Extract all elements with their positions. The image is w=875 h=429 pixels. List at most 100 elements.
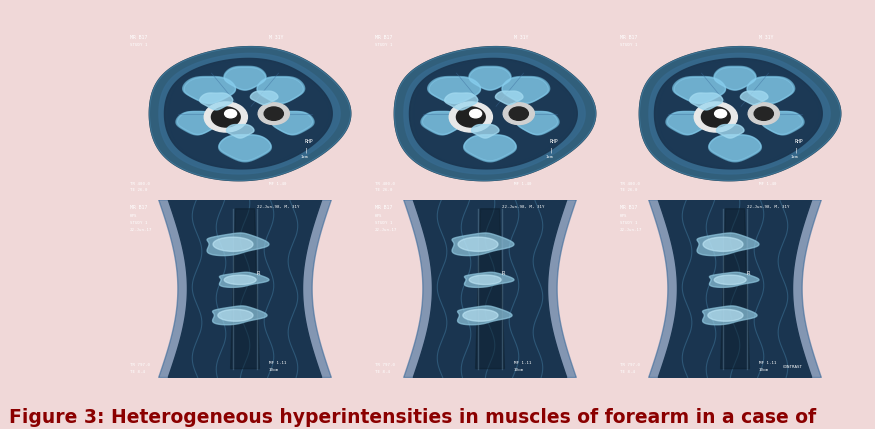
Text: HPS: HPS [620,214,627,218]
Polygon shape [169,60,330,167]
Polygon shape [395,47,596,181]
Polygon shape [423,112,464,134]
Text: MR B17: MR B17 [620,205,637,210]
Polygon shape [502,76,550,103]
Polygon shape [207,233,269,256]
Polygon shape [220,272,269,287]
Circle shape [457,107,486,127]
Polygon shape [410,58,578,169]
Text: MR B17: MR B17 [130,205,147,210]
Polygon shape [648,200,822,378]
Circle shape [715,109,726,118]
Text: TR 400.0: TR 400.0 [620,181,640,186]
Polygon shape [224,67,266,90]
Polygon shape [714,67,756,90]
Polygon shape [709,135,761,162]
Text: STUDY 1: STUDY 1 [374,43,392,48]
Text: HPS: HPS [374,214,382,218]
Text: RHP: RHP [305,139,313,144]
Polygon shape [227,124,254,138]
Circle shape [225,109,236,118]
Text: TR 400.0: TR 400.0 [130,181,150,186]
Text: RHP: RHP [550,139,558,144]
Polygon shape [404,53,585,174]
Polygon shape [250,91,278,105]
Text: MF 1.11: MF 1.11 [514,361,531,365]
Polygon shape [164,58,332,169]
Circle shape [212,107,241,127]
Polygon shape [714,275,746,284]
Circle shape [258,103,290,124]
Polygon shape [697,233,759,256]
Polygon shape [747,77,794,103]
Text: 10cm: 10cm [269,368,279,372]
Text: 22-Jun-17: 22-Jun-17 [374,228,397,232]
Polygon shape [159,53,340,174]
Text: TR 797.0: TR 797.0 [374,363,395,367]
Polygon shape [421,112,463,135]
Polygon shape [413,200,567,378]
Text: R: R [502,271,505,276]
Polygon shape [257,77,304,103]
Circle shape [503,103,535,124]
Text: 22-Jun-17: 22-Jun-17 [620,228,642,232]
Polygon shape [168,200,322,378]
Polygon shape [472,124,499,138]
Polygon shape [640,47,841,181]
Polygon shape [714,66,756,90]
Polygon shape [465,272,514,287]
Polygon shape [710,272,759,287]
Text: 22-Jun-17: 22-Jun-17 [130,228,152,232]
Circle shape [702,107,731,127]
Text: 22-Jun-98, M, 31Y: 22-Jun-98, M, 31Y [747,205,789,209]
Polygon shape [666,112,708,135]
Text: 10cm: 10cm [514,368,524,372]
Text: STUDY 1: STUDY 1 [374,221,392,225]
Polygon shape [659,60,820,167]
Polygon shape [717,124,744,138]
Text: STUDY 1: STUDY 1 [620,221,637,225]
Polygon shape [224,66,266,90]
Polygon shape [200,93,233,110]
Text: TR 400.0: TR 400.0 [374,181,395,186]
Text: HPS: HPS [130,214,137,218]
Polygon shape [690,93,723,110]
Text: |: | [794,147,798,153]
Text: RHP: RHP [794,139,803,144]
Text: |: | [305,147,308,153]
Polygon shape [183,76,235,103]
Polygon shape [673,76,725,103]
Text: TE 8.4: TE 8.4 [130,370,145,374]
Polygon shape [414,60,575,167]
Polygon shape [271,112,312,134]
Polygon shape [231,209,259,369]
Text: STUDY 1: STUDY 1 [130,43,147,48]
Text: STUDY 1: STUDY 1 [620,43,637,48]
Polygon shape [464,135,516,161]
Polygon shape [224,275,256,284]
Polygon shape [213,237,253,251]
Text: MR B17: MR B17 [620,35,637,40]
Polygon shape [640,47,841,181]
Text: MF 1.40: MF 1.40 [759,181,776,186]
Polygon shape [428,76,480,103]
Polygon shape [668,112,709,134]
Polygon shape [747,76,794,103]
Text: 22-Jun-98, M, 31Y: 22-Jun-98, M, 31Y [257,205,299,209]
Text: R: R [747,271,750,276]
Polygon shape [721,209,749,369]
Text: 10cm: 10cm [759,368,769,372]
Text: STUDY 1: STUDY 1 [130,221,147,225]
Circle shape [509,107,528,121]
Polygon shape [658,200,812,378]
Text: MR B17: MR B17 [130,35,147,40]
Text: TE 26.0: TE 26.0 [130,188,147,192]
Polygon shape [469,66,511,90]
Polygon shape [502,77,549,103]
Text: M 31Y: M 31Y [269,35,284,40]
Polygon shape [674,77,725,103]
Polygon shape [517,112,559,135]
Polygon shape [395,47,596,181]
Text: 1cm: 1cm [300,155,308,160]
Polygon shape [184,77,235,103]
